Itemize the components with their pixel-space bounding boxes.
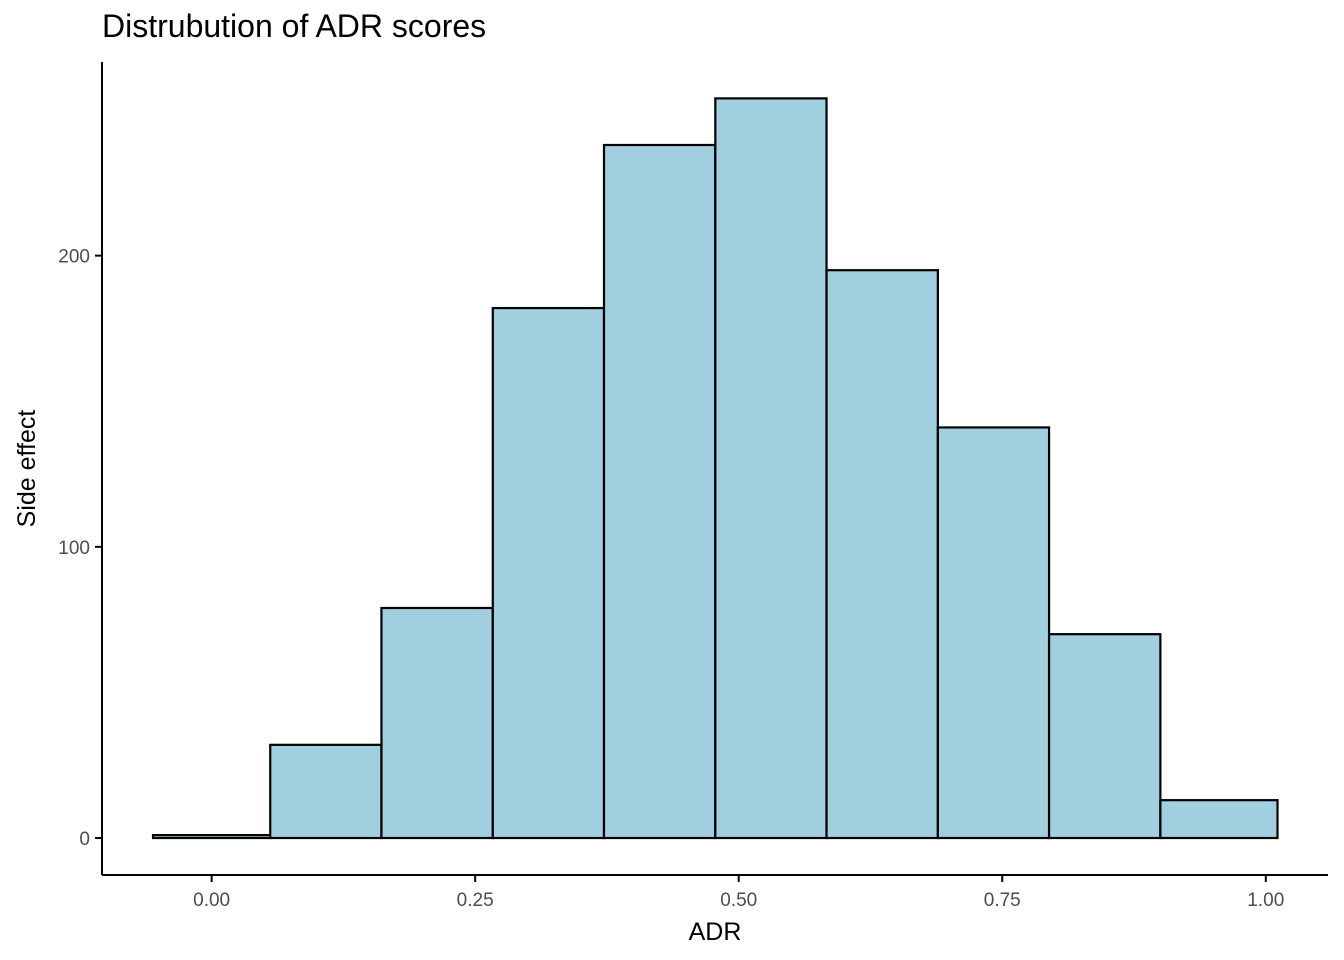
histogram-bar-5: [714, 97, 828, 840]
x-tick-label-0: 0.00: [193, 890, 230, 911]
y-tick-label-2: 200: [58, 247, 90, 268]
histogram-bar-9: [1159, 799, 1279, 840]
chart-title: Distrubution of ADR scores: [102, 8, 487, 44]
histogram-bar-1: [269, 743, 383, 840]
x-tick-label-1: 0.25: [457, 890, 494, 911]
y-tick-label-0: 0: [79, 829, 90, 850]
histogram-bar-6: [825, 269, 939, 840]
x-tick-label-4: 1.00: [1247, 890, 1284, 911]
histogram-bar-3: [491, 306, 606, 840]
x-axis-title: ADR: [689, 918, 742, 946]
x-axis-ticks: 0.00 0.25 0.50 0.75 1.00: [193, 875, 1284, 911]
histogram-bar-2: [380, 606, 494, 840]
histogram-bar-4: [602, 143, 717, 840]
y-tick-label-1: 100: [58, 538, 90, 559]
histogram-bar-8: [1047, 633, 1162, 840]
histogram-bar-0: [151, 834, 272, 840]
y-axis-title: Side effect: [13, 410, 41, 528]
y-axis-ticks: 0 100 200: [58, 247, 102, 850]
x-tick-label-3: 0.75: [984, 890, 1021, 911]
histogram-bars: [151, 97, 1279, 840]
histogram-bar-7: [936, 426, 1051, 840]
x-tick-label-2: 0.50: [720, 890, 757, 911]
